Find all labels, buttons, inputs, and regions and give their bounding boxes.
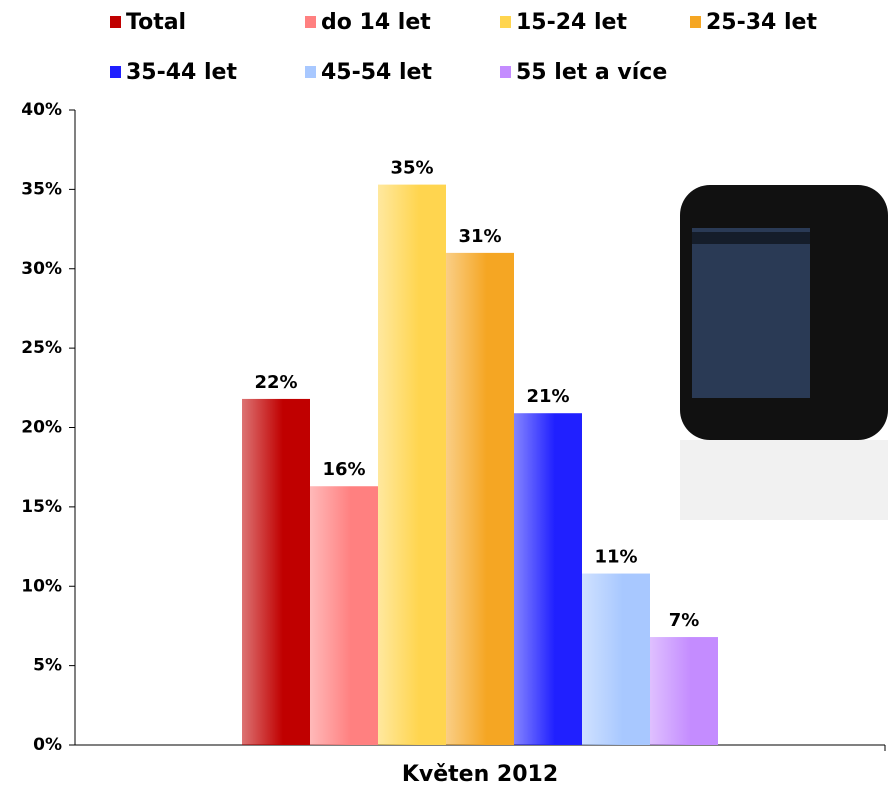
y-tick-label: 35% [21,179,62,199]
legend-label: 55 let a více [516,60,667,85]
bar [446,253,514,745]
bar [310,486,378,745]
data-label: 31% [458,226,501,247]
data-label: 22% [254,372,297,393]
legend-label: 25-34 let [706,10,817,35]
data-label: 35% [390,158,433,179]
phone-reflection [680,440,888,520]
y-tick-label: 10% [21,576,62,596]
phone-illustration [680,185,888,520]
y-tick-label: 25% [21,338,62,358]
y-tick-label: 20% [21,418,62,438]
chart: 0% 5% 10% 15% 20% 25% 30% 35% 40% Total do 14 let 1… [0,0,888,792]
legend-swatch [690,16,701,28]
legend-swatch [305,66,316,78]
y-tick-label: 5% [33,656,62,676]
legend-swatch [500,66,511,78]
y-tick-label: 30% [21,259,62,279]
data-label: 11% [594,547,637,568]
bar [650,637,718,745]
bar [242,399,310,745]
data-label: 7% [669,610,700,631]
phone-screen [692,228,810,398]
legend-label: 35-44 let [126,60,237,85]
data-label: 21% [526,386,569,407]
legend-swatch [110,66,121,78]
legend-swatch [500,16,511,28]
data-label: 16% [322,459,365,480]
legend-label: Total [126,10,186,35]
legend-label: 45-54 let [321,60,432,85]
y-tick-label: 40% [21,100,62,120]
y-tick-label: 15% [21,497,62,517]
x-tick-label: Květen 2012 [402,762,558,787]
legend-label: do 14 let [321,10,431,35]
legend-swatch [305,16,316,28]
bar [582,574,650,745]
legend-swatch [110,16,121,28]
phone-status [692,232,810,244]
bar [514,413,582,745]
legend-label: 15-24 let [516,10,627,35]
bar [378,185,446,745]
y-tick-label: 0% [33,735,62,755]
